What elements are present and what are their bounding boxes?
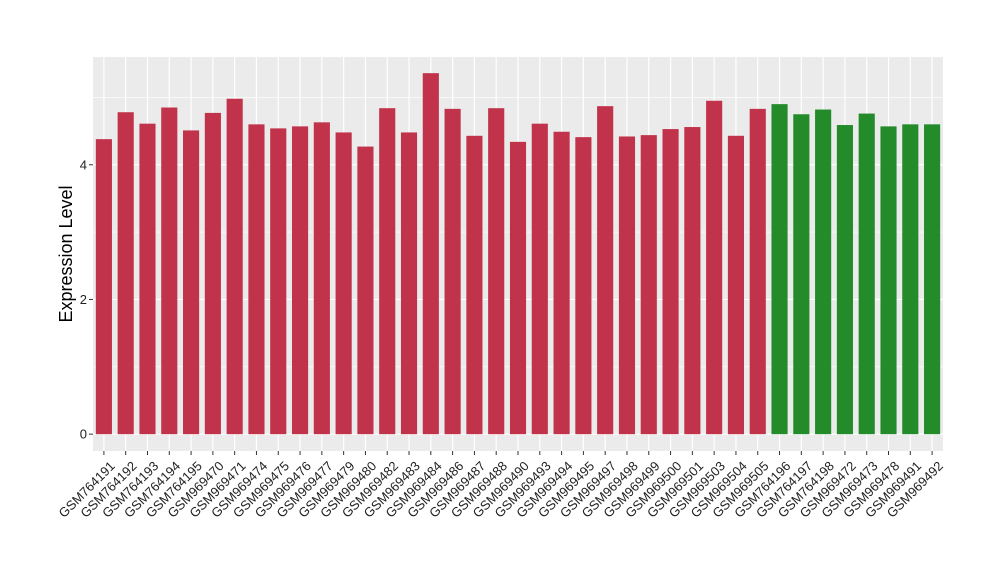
bar-GSM969473 bbox=[858, 113, 875, 435]
bar-GSM969470 bbox=[204, 112, 221, 435]
bar-GSM764196 bbox=[771, 104, 788, 435]
y-axis: 0 2 4 bbox=[80, 157, 93, 442]
y-tick-label: 4 bbox=[80, 157, 87, 172]
bar-GSM969499 bbox=[640, 135, 657, 435]
bar-GSM969500 bbox=[662, 129, 679, 435]
bar-GSM969484 bbox=[422, 73, 439, 435]
bar-GSM969478 bbox=[880, 126, 897, 435]
bar-GSM969504 bbox=[727, 135, 745, 435]
bar-GSM969493 bbox=[531, 123, 548, 435]
bar-GSM969498 bbox=[618, 136, 636, 435]
bar-GSM969474 bbox=[248, 124, 265, 435]
bar-GSM764193 bbox=[139, 123, 156, 435]
bar-GSM969503 bbox=[706, 100, 723, 435]
bar-GSM969471 bbox=[226, 98, 243, 435]
bar-GSM969495 bbox=[575, 137, 592, 435]
bar-GSM764198 bbox=[815, 109, 832, 435]
x-axis: GSM764191GSM764192GSM764193GSM764194GSM7… bbox=[56, 451, 946, 521]
bar-GSM969475 bbox=[270, 128, 287, 435]
y-tick-label: 0 bbox=[80, 427, 87, 442]
bar-GSM969482 bbox=[379, 108, 396, 435]
bar-GSM969477 bbox=[313, 122, 330, 435]
bar-GSM764197 bbox=[793, 114, 810, 435]
bar-GSM969490 bbox=[509, 141, 527, 435]
bar-GSM969497 bbox=[597, 106, 614, 435]
bar-GSM764194 bbox=[161, 107, 178, 435]
bar-GSM969492 bbox=[924, 124, 941, 435]
bar-GSM969472 bbox=[836, 125, 853, 435]
y-tick-label: 2 bbox=[80, 292, 87, 307]
bar-GSM969501 bbox=[684, 127, 701, 435]
bar-GSM969479 bbox=[335, 132, 352, 435]
bar-GSM969480 bbox=[357, 146, 374, 435]
bar-GSM764195 bbox=[183, 130, 200, 435]
bar-GSM969494 bbox=[553, 131, 570, 435]
y-axis-label: Expression Level bbox=[56, 185, 76, 322]
bar-GSM764192 bbox=[117, 112, 134, 435]
bar-GSM969487 bbox=[466, 135, 483, 435]
bar-GSM969488 bbox=[488, 108, 505, 435]
bar-GSM764191 bbox=[95, 139, 112, 435]
bar-GSM969486 bbox=[444, 108, 461, 435]
bar-GSM969483 bbox=[400, 132, 418, 435]
bar-GSM969476 bbox=[291, 126, 309, 435]
bar-GSM969491 bbox=[902, 124, 919, 435]
bars bbox=[95, 73, 941, 435]
bar-GSM969505 bbox=[749, 108, 766, 435]
